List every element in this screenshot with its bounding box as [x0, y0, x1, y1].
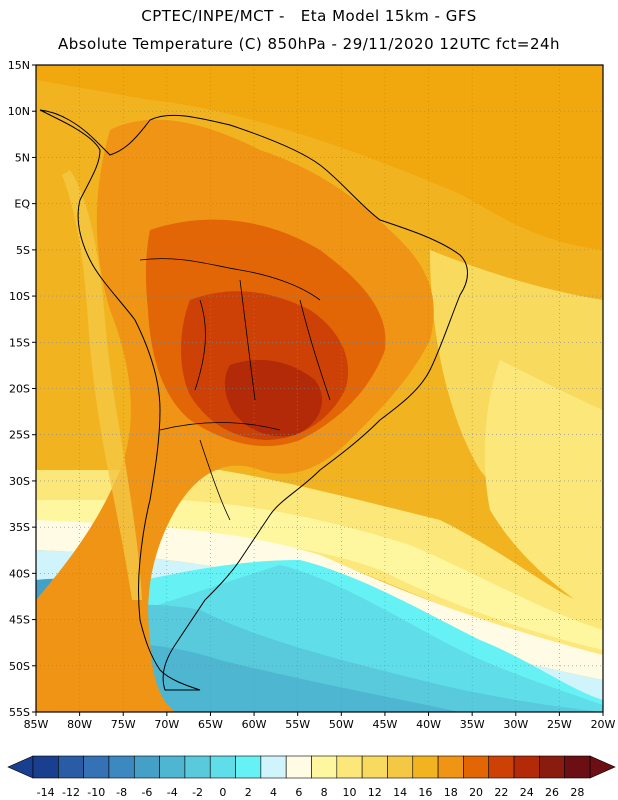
color-bar-segment — [412, 755, 439, 779]
color-bar-tick-label: -10 — [87, 786, 105, 799]
color-bar-segment — [311, 755, 338, 779]
lat-lon-grid — [36, 65, 603, 712]
longitude-label: 55W — [285, 718, 310, 731]
color-bar-tick-label: 20 — [469, 786, 483, 799]
color-bar-tick-label: 0 — [219, 786, 226, 799]
color-bar-segment — [133, 755, 160, 779]
latitude-label: 30S — [9, 475, 30, 488]
longitude-label: 20W — [591, 718, 616, 731]
color-bar-segment — [83, 755, 110, 779]
latitude-label: 10N — [8, 105, 30, 118]
latitude-label: 45S — [9, 614, 30, 627]
country-borders — [139, 258, 331, 521]
color-bar-segment — [32, 755, 59, 779]
latitude-label: 10S — [9, 290, 30, 303]
color-bar-segment — [58, 755, 84, 779]
longitude-label: 45W — [372, 718, 397, 731]
latitude-label: 15N — [8, 59, 30, 72]
color-bar-tick-label: 16 — [418, 786, 432, 799]
latitude-label: 25S — [9, 429, 30, 442]
color-bar-segment — [285, 755, 312, 779]
color-bar-min-arrow — [7, 755, 34, 779]
color-bar-segment — [260, 755, 287, 779]
color-bar-tick-label: 12 — [368, 786, 382, 799]
longitude-label: 85W — [24, 718, 49, 731]
color-bar-tick-label: -14 — [37, 786, 55, 799]
color-bar-segment — [159, 755, 186, 779]
color-bar-tick-label: 24 — [520, 786, 534, 799]
color-bar-tick-label: 28 — [570, 786, 584, 799]
color-bar-segment — [564, 755, 591, 779]
longitude-label: 80W — [67, 718, 92, 731]
color-bar-segment — [235, 755, 262, 779]
color-bar-tick-label: 10 — [342, 786, 356, 799]
color-bar-tick-label: -2 — [192, 786, 203, 799]
color-bar-max-arrow — [589, 755, 616, 779]
longitude-label: 70W — [154, 718, 179, 731]
color-bar — [7, 755, 616, 779]
color-bar-segment — [108, 755, 135, 779]
latitude-label: 40S — [9, 567, 30, 580]
color-bar-tick-label: -4 — [167, 786, 178, 799]
color-bar-tick-label: -12 — [62, 786, 80, 799]
color-bar-segment — [184, 755, 211, 779]
color-bar-tick-label: 6 — [295, 786, 302, 799]
latitude-label: 5S — [16, 244, 30, 257]
longitude-label: 30W — [503, 718, 528, 731]
color-bar-tick-label: -8 — [116, 786, 127, 799]
latitude-label: EQ — [14, 198, 30, 211]
color-bar-tick-label: 26 — [545, 786, 559, 799]
map-title-line-1: CPTEC/INPE/MCT - Eta Model 15km - GFS — [141, 7, 477, 25]
color-bar-tick-label: 14 — [393, 786, 407, 799]
color-bar-tick-label: -6 — [141, 786, 152, 799]
color-bar-tick-label: 22 — [494, 786, 508, 799]
coastline — [39, 109, 468, 691]
longitude-label: 25W — [547, 718, 572, 731]
color-bar-tick-label: 18 — [444, 786, 458, 799]
color-bar-tick-label: 8 — [321, 786, 328, 799]
latitude-labels: 15N 10N 5N EQ 5S 10S 15S 20S 25S 30S 35S 40S 45S 50S 5… — [8, 59, 36, 719]
latitude-label: 20S — [9, 383, 30, 396]
longitude-label: 40W — [416, 718, 441, 731]
color-bar-segment — [209, 755, 236, 779]
longitude-label: 65W — [198, 718, 223, 731]
latitude-label: 5N — [15, 151, 30, 164]
color-bar-segment — [463, 755, 490, 779]
map-title-line-2: Absolute Temperature (C) 850hPa - 29/11/… — [57, 35, 561, 53]
color-bar-segment — [539, 755, 565, 779]
color-bar-tick-label: 4 — [270, 786, 277, 799]
color-bar-tick-label: 2 — [245, 786, 252, 799]
latitude-label: 15S — [9, 336, 30, 349]
latitude-label: 55S — [9, 706, 30, 719]
color-bar-segment — [336, 755, 363, 779]
longitude-label: 75W — [111, 718, 136, 731]
latitude-label: 50S — [9, 660, 30, 673]
longitude-label: 50W — [329, 718, 354, 731]
color-bar-segment — [437, 755, 464, 779]
color-bar-segment — [387, 755, 414, 779]
color-bar-segment — [361, 755, 388, 779]
temperature-field — [36, 65, 603, 712]
color-bar-segment — [513, 755, 540, 779]
color-bar-segment — [488, 755, 515, 779]
longitude-label: 35W — [460, 718, 485, 731]
longitude-labels: 85W 80W 75W 70W 65W 60W 55W 50W 45W 40W 35W 30W 25W 2… — [24, 712, 616, 731]
color-bar-tick-labels: -14 -12 -10 -8 -6 -4 -2 0 2 4 6 8 10 12 14 16 18 20 22 24 26… — [37, 786, 585, 799]
longitude-label: 60W — [242, 718, 267, 731]
latitude-label: 35S — [9, 521, 30, 534]
